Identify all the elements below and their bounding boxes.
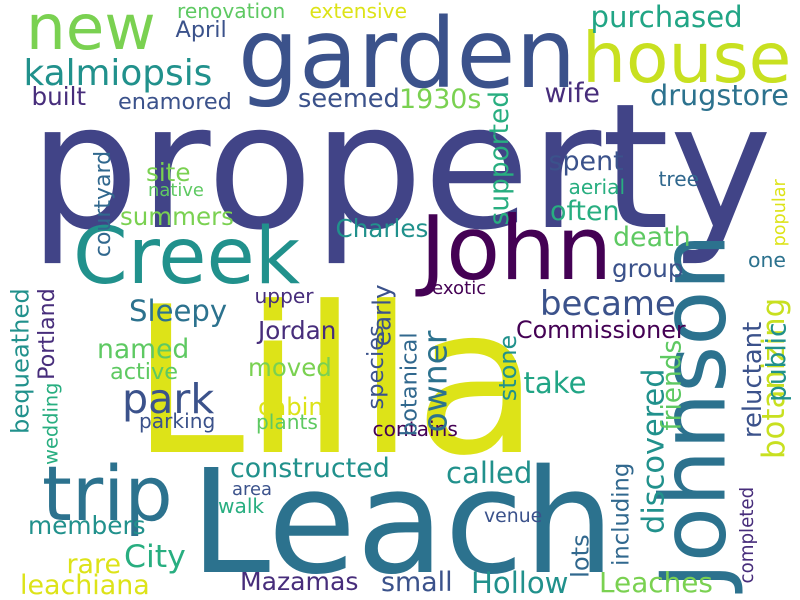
word: garden (238, 0, 577, 110)
word: renovation (177, 0, 286, 23)
word: supported (483, 91, 515, 226)
word: drugstore (650, 77, 789, 112)
word: became (540, 283, 676, 324)
word: plants (256, 410, 318, 434)
word: City (124, 538, 186, 575)
word: April (175, 17, 227, 43)
word: species (362, 324, 389, 409)
word: summers (120, 201, 234, 231)
word: Creek (73, 211, 301, 302)
word: wedding (39, 382, 63, 465)
word: Leach (190, 438, 615, 600)
word: owner (415, 330, 455, 432)
word: purchased (590, 0, 743, 34)
word: enamored (118, 89, 232, 115)
word: constructed (230, 452, 390, 484)
word: Jordan (258, 315, 337, 345)
word: popular (769, 179, 790, 247)
word: one (748, 248, 786, 272)
word: lots (566, 534, 595, 578)
word: Mazamas (240, 566, 359, 596)
word: public (761, 322, 792, 402)
word: native (148, 180, 204, 201)
word: aerial (568, 175, 626, 199)
word: contains (372, 417, 458, 441)
word: venue (484, 505, 543, 527)
word: trip (42, 449, 173, 538)
word: rare (66, 548, 122, 580)
word: kalmiopsis (23, 53, 213, 94)
word: upper (254, 284, 314, 308)
word: leachiana (20, 569, 150, 600)
word: active (110, 359, 179, 385)
word: courtyard (91, 150, 117, 258)
word: park (122, 374, 215, 423)
word: area (232, 479, 272, 500)
word: members (28, 510, 146, 540)
word: cabin (258, 392, 324, 421)
word: Portland (33, 288, 60, 380)
word: named (97, 333, 190, 365)
word: property (29, 65, 773, 268)
word: Commissioner (516, 316, 686, 344)
word: built (31, 81, 87, 111)
word: moved (248, 353, 332, 382)
word: stone (494, 334, 523, 402)
word: Lilla (131, 264, 540, 501)
word: Leaches (599, 566, 713, 599)
word: bequeathed (6, 288, 35, 434)
word: new (26, 0, 156, 64)
word: exotic (432, 278, 487, 299)
word: often (550, 195, 620, 227)
word: wife (544, 77, 600, 109)
word: walk (218, 494, 265, 518)
word: Sleepy (129, 293, 228, 328)
word: John (420, 197, 613, 300)
word: group (612, 253, 684, 283)
word: Hollow (471, 565, 569, 600)
word: seemed (298, 84, 400, 114)
word: including (607, 462, 634, 566)
word: small (381, 566, 453, 598)
word: house (582, 18, 792, 99)
word: extensive (309, 0, 407, 23)
word: parking (139, 409, 216, 433)
word: Charles (335, 213, 429, 243)
word: death (613, 221, 691, 253)
word: take (523, 365, 587, 400)
word: completed (736, 486, 758, 583)
word: tree (658, 167, 700, 191)
word: site (146, 157, 191, 187)
word: friends (655, 339, 687, 431)
word: spent (548, 145, 624, 177)
word: 1930s (399, 83, 482, 115)
word: called (446, 455, 533, 490)
